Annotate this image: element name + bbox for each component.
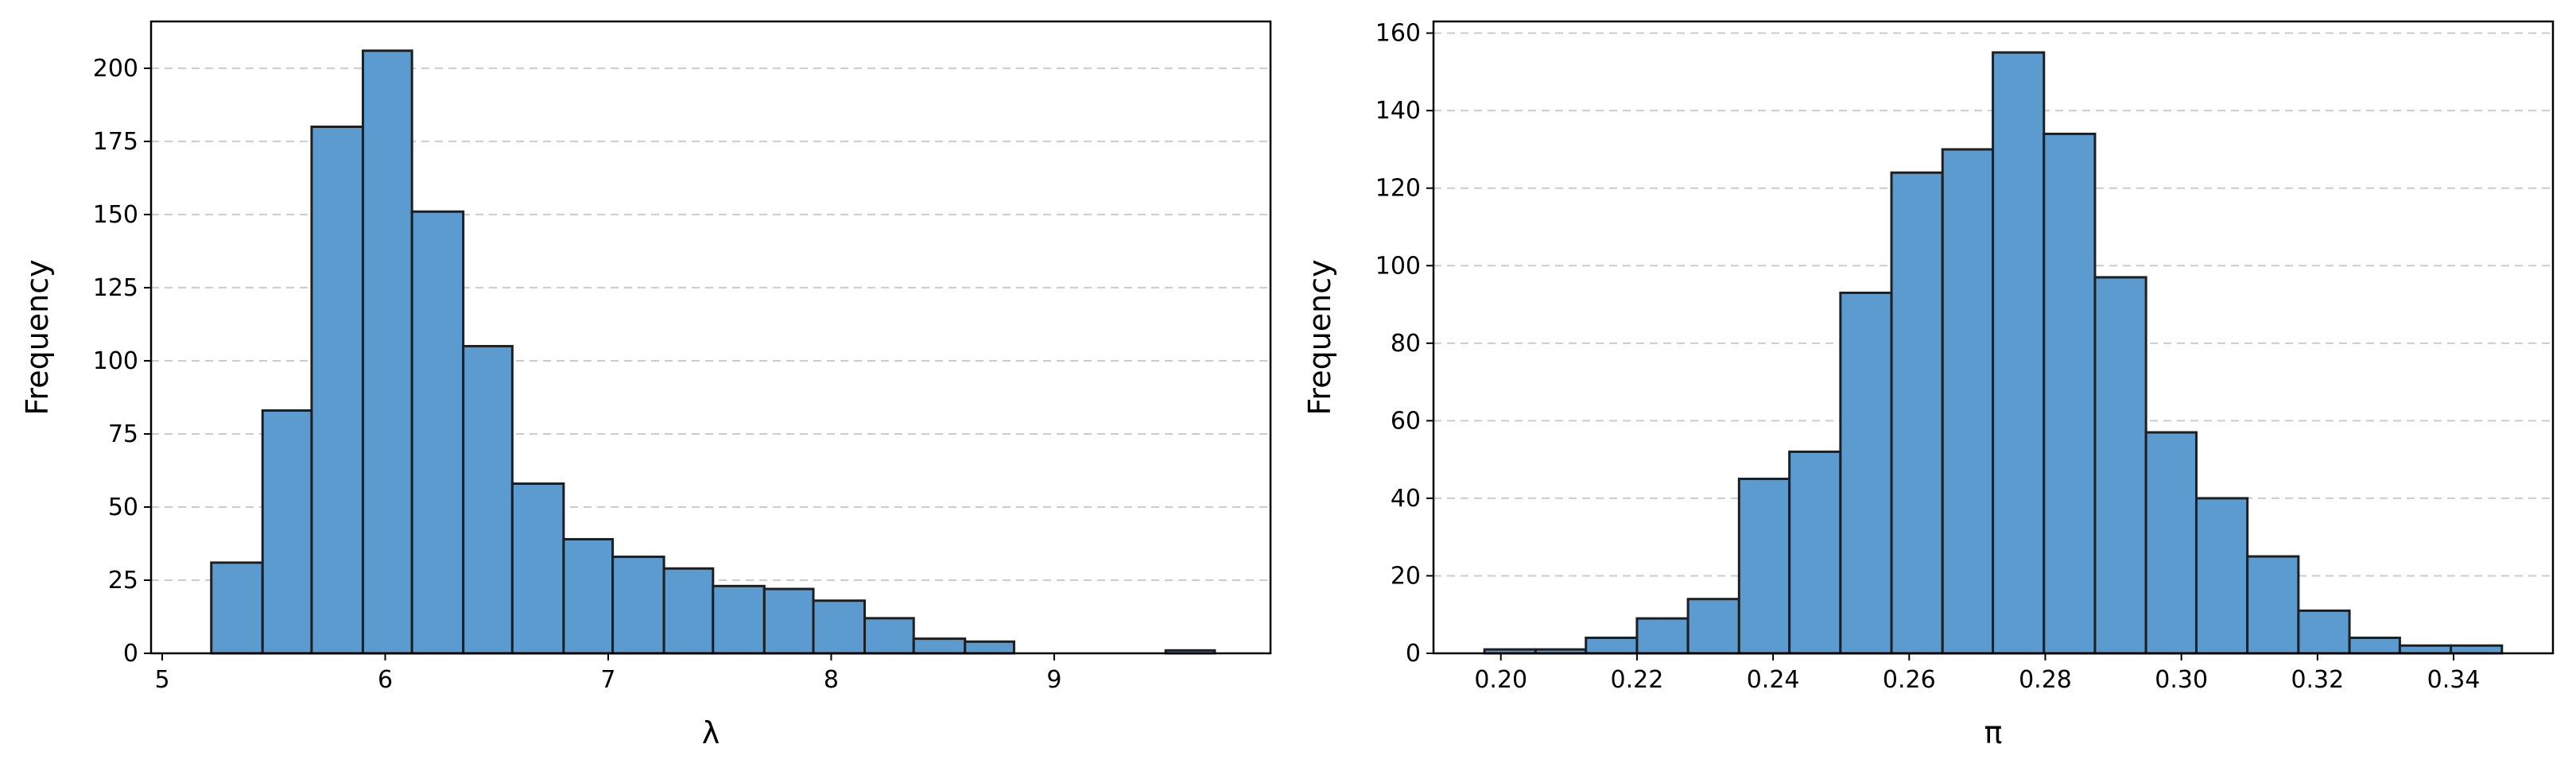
plot-frame: [1432, 20, 2555, 655]
histogram-bar: [562, 537, 615, 655]
x-axis-label: π: [1984, 715, 2003, 750]
histogram-bar: [1737, 478, 1791, 655]
x-tick-label: 0.26: [1883, 666, 1936, 694]
y-tick-label: 100: [1375, 252, 1421, 280]
x-tick-label: 6: [378, 666, 393, 694]
histogram-bar: [1890, 171, 1944, 655]
y-tick-label: 75: [108, 420, 138, 448]
histogram-bar: [912, 637, 967, 655]
histogram-bar: [611, 556, 665, 655]
y-tick-label: 150: [93, 201, 138, 229]
histogram-bar: [510, 482, 565, 655]
y-tick-label: 0: [123, 640, 138, 668]
y-tick-label: 80: [1391, 330, 1421, 358]
histogram-bar: [261, 409, 313, 655]
histogram-bar: [762, 587, 815, 655]
y-tick-label: 0: [1406, 640, 1421, 668]
histogram-lambda: 0 25 50 75 100 125 150 175 200 5 6 7 8 9 λ Frequency: [20, 20, 1272, 750]
histogram-bar: [2043, 132, 2097, 655]
x-tick-label: 0.32: [2291, 666, 2344, 694]
histogram-bar: [2348, 636, 2401, 655]
histogram-pi: 0 20 40 60 80 100 120 140 160 0.20 0.22 0.24 0.26 0.2…: [1302, 20, 2555, 750]
y-tick-label: 100: [93, 347, 138, 375]
histogram-bar: [812, 599, 867, 655]
x-tick-label: 0.24: [1747, 666, 1800, 694]
histogram-bar: [210, 561, 264, 655]
y-axis-label: Frequency: [20, 259, 55, 415]
y-tick-label: 140: [1375, 97, 1421, 125]
histogram-bar: [863, 617, 915, 655]
histogram-bar: [2144, 431, 2198, 655]
y-tick-label: 40: [1391, 485, 1421, 513]
x-tick-label: 7: [600, 666, 615, 694]
histogram-bar: [1686, 598, 1740, 655]
histogram-bar: [1788, 450, 1842, 655]
x-tick-label: 0.22: [1611, 666, 1664, 694]
x-tick-label: 0.30: [2155, 666, 2208, 694]
y-tick-label: 25: [108, 567, 138, 595]
histogram-bar: [1941, 148, 1995, 655]
y-tick-label: 175: [93, 128, 138, 156]
histogram-bar: [462, 345, 514, 655]
histogram-bar: [310, 126, 364, 655]
y-tick-label: 120: [1375, 175, 1421, 203]
x-tick-label: 5: [154, 666, 169, 694]
histogram-bar: [964, 640, 1015, 655]
histogram-bar: [2297, 609, 2351, 655]
histogram-bar: [410, 210, 465, 655]
histogram-bar: [2194, 497, 2249, 655]
y-tick-label: 200: [93, 55, 138, 83]
y-tick-label: 50: [108, 494, 138, 521]
plot-frame: [149, 20, 1272, 655]
x-axis-label: λ: [702, 715, 720, 750]
x-tick-label: 0.28: [2019, 666, 2072, 694]
histogram-bar: [361, 49, 413, 655]
histogram-bar: [1635, 617, 1690, 655]
y-tick-label: 160: [1375, 20, 1421, 48]
x-tick-label: 8: [824, 666, 839, 694]
y-tick-label: 125: [93, 274, 138, 302]
x-tick-label: 0.34: [2427, 666, 2481, 694]
histogram-bar: [2450, 644, 2504, 655]
histogram-bar: [2398, 644, 2453, 655]
y-tick-label: 60: [1391, 407, 1421, 435]
histogram-bar: [1992, 51, 2046, 655]
y-axis-label: Frequency: [1302, 259, 1337, 415]
y-tick-label: 20: [1391, 562, 1421, 590]
x-tick-label: 9: [1046, 666, 1061, 694]
histogram-bar: [1839, 291, 1893, 655]
histogram-bar: [2093, 276, 2147, 655]
histogram-bar: [2246, 555, 2300, 655]
x-tick-label: 0.20: [1474, 666, 1527, 694]
histogram-bar: [712, 584, 766, 655]
histogram-bar: [1585, 636, 1639, 655]
histogram-bar: [662, 567, 715, 655]
